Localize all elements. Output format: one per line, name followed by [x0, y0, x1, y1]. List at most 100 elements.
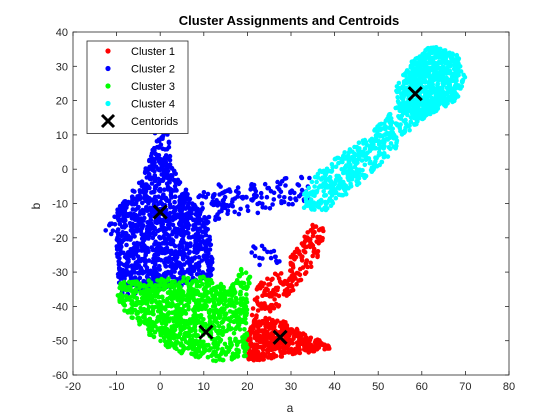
- data-point: [131, 255, 136, 261]
- data-point: [209, 280, 215, 286]
- data-point: [159, 250, 165, 256]
- data-point: [362, 162, 368, 168]
- data-point: [152, 330, 158, 335]
- data-point: [320, 235, 325, 241]
- data-point: [226, 347, 232, 353]
- data-point: [161, 325, 166, 331]
- data-point: [147, 271, 152, 276]
- data-point: [148, 290, 153, 295]
- x-tick-label: 40: [328, 381, 340, 393]
- data-point: [141, 211, 146, 216]
- data-point: [152, 253, 157, 258]
- data-point: [290, 265, 296, 270]
- data-point: [158, 278, 164, 284]
- data-point: [257, 357, 262, 363]
- data-point: [157, 267, 162, 272]
- data-point: [192, 226, 198, 231]
- data-point: [310, 233, 316, 239]
- data-point: [120, 230, 125, 235]
- data-point: [233, 295, 239, 301]
- data-point: [175, 288, 181, 294]
- data-point: [255, 301, 261, 307]
- data-point: [179, 350, 184, 356]
- data-point: [186, 200, 192, 205]
- data-point: [137, 322, 142, 327]
- data-point: [244, 331, 249, 336]
- data-point: [177, 243, 182, 248]
- y-tick-label: 20: [56, 96, 68, 108]
- data-point: [323, 177, 329, 182]
- data-point: [158, 142, 164, 147]
- data-point: [303, 337, 309, 343]
- data-point: [429, 67, 435, 73]
- data-point: [429, 78, 435, 84]
- data-point: [404, 109, 410, 114]
- data-point: [196, 343, 202, 349]
- data-point: [394, 140, 399, 145]
- data-point: [197, 275, 203, 280]
- data-point: [152, 247, 158, 253]
- data-point: [330, 200, 336, 206]
- data-point: [214, 320, 220, 325]
- data-point: [422, 114, 427, 119]
- data-point: [199, 201, 205, 206]
- data-point: [286, 291, 292, 297]
- data-point: [193, 317, 199, 322]
- data-point: [395, 123, 400, 128]
- x-tick-label: 60: [416, 381, 428, 393]
- data-point: [216, 324, 222, 329]
- data-point: [339, 156, 345, 161]
- data-point: [156, 138, 162, 144]
- data-point: [308, 228, 314, 233]
- data-point: [190, 279, 195, 285]
- data-point: [124, 242, 129, 248]
- data-point: [406, 101, 412, 107]
- data-point: [181, 275, 186, 280]
- data-point: [236, 211, 242, 217]
- data-point: [237, 327, 243, 332]
- data-point: [265, 349, 271, 354]
- data-point: [119, 217, 125, 223]
- data-point: [395, 99, 401, 104]
- data-point: [425, 69, 431, 74]
- data-point: [383, 126, 388, 132]
- data-point: [296, 183, 302, 188]
- data-point: [183, 206, 188, 211]
- data-point: [129, 263, 135, 269]
- data-point: [308, 190, 313, 196]
- data-point: [243, 270, 249, 276]
- data-point: [296, 250, 301, 256]
- data-point: [251, 192, 257, 198]
- data-point: [191, 326, 196, 331]
- data-point: [249, 250, 254, 255]
- data-point: [301, 241, 307, 246]
- data-point: [336, 160, 341, 166]
- data-point: [303, 270, 309, 275]
- data-point: [172, 215, 177, 220]
- data-point: [125, 309, 130, 314]
- data-point: [304, 199, 310, 204]
- data-point: [133, 200, 139, 206]
- data-point: [211, 193, 217, 198]
- data-point: [179, 318, 185, 323]
- data-point: [272, 346, 278, 352]
- data-point: [147, 323, 153, 329]
- data-point: [312, 184, 317, 189]
- data-point: [187, 243, 193, 249]
- data-point: [249, 182, 255, 187]
- data-point: [165, 296, 170, 302]
- data-point: [139, 236, 145, 242]
- data-point: [120, 204, 125, 210]
- data-point: [325, 185, 331, 190]
- data-point: [132, 265, 138, 271]
- data-point: [297, 266, 303, 272]
- data-point: [162, 187, 167, 192]
- data-point: [255, 210, 261, 216]
- data-point: [269, 277, 274, 283]
- data-point: [328, 179, 334, 184]
- data-point: [224, 328, 229, 334]
- data-point: [160, 178, 166, 183]
- data-point: [379, 126, 384, 131]
- data-point: [116, 213, 122, 218]
- data-point: [196, 263, 202, 269]
